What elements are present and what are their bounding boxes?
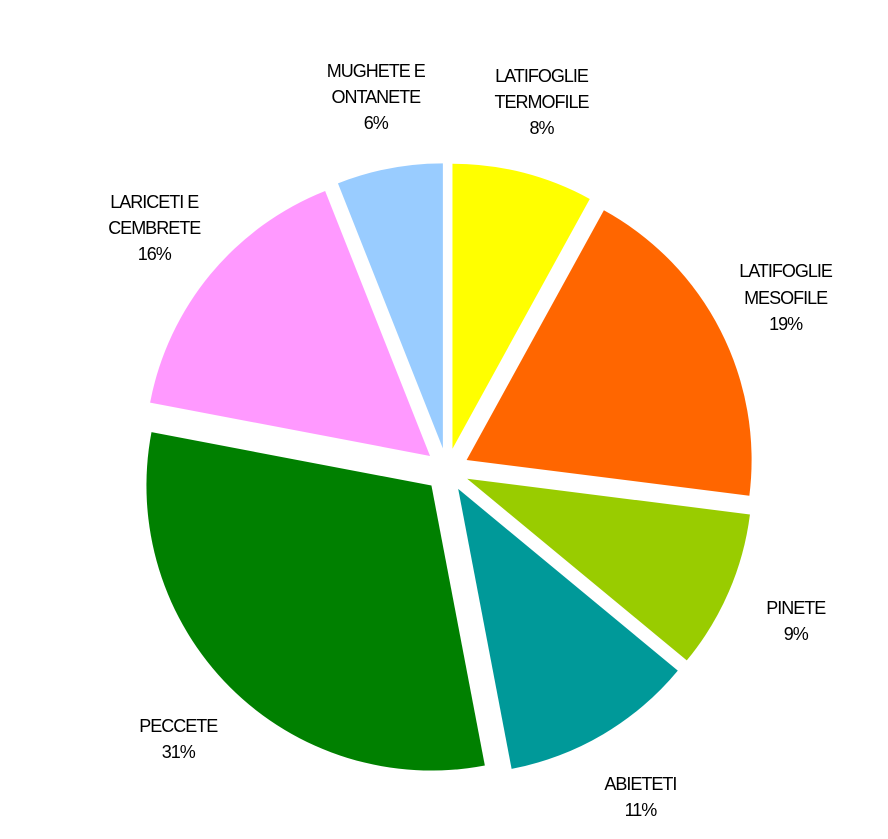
category-label: ABIETETI <box>604 773 677 794</box>
category-label: LARICETI E CEMBRETE <box>108 191 201 238</box>
pie-slice <box>146 432 485 771</box>
slice-label: MUGHETE E ONTANETE 6% <box>311 58 441 136</box>
category-label: PECCETE <box>139 715 218 736</box>
category-label: LATIFOGLIE TERMOFILE <box>494 65 589 112</box>
slice-label: LATIFOGLIE TERMOFILE 8% <box>477 63 607 141</box>
pie-slice <box>452 163 590 449</box>
pie-slice <box>467 478 750 661</box>
pie-slice <box>150 190 431 456</box>
slice-label: LARICETI E CEMBRETE 16% <box>89 189 219 267</box>
value-label: 9% <box>783 623 809 644</box>
value-label: 16% <box>137 243 172 264</box>
value-label: 11% <box>624 800 658 821</box>
slice-label: PINETE 9% <box>731 595 861 647</box>
category-label: MUGHETE E ONTANETE <box>326 60 426 107</box>
category-label: LATIFOGLIE MESOFILE <box>739 261 833 308</box>
pie-slice <box>337 163 443 449</box>
value-label: 31% <box>161 741 196 762</box>
value-label: 8% <box>529 117 554 138</box>
pie-slice <box>458 488 678 769</box>
slice-label: PECCETE 31% <box>113 713 243 765</box>
slice-label: LATIFOGLIE MESOFILE 19% <box>721 258 851 336</box>
value-label: 6% <box>363 112 389 133</box>
value-label: 19% <box>769 313 803 334</box>
category-label: PINETE <box>766 597 826 618</box>
pie-slice <box>466 210 752 496</box>
slice-label: ABIETETI 11% <box>575 771 705 823</box>
